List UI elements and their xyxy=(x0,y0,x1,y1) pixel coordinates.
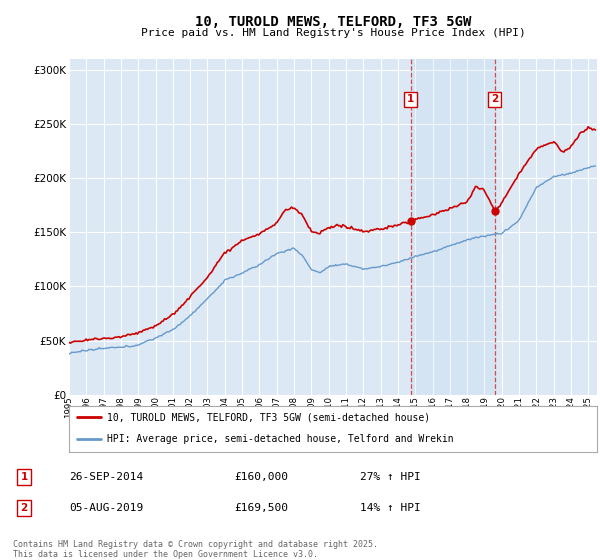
Text: 1: 1 xyxy=(20,472,28,482)
Text: 1: 1 xyxy=(407,94,414,104)
Text: 27% ↑ HPI: 27% ↑ HPI xyxy=(360,472,421,482)
Text: 26-SEP-2014: 26-SEP-2014 xyxy=(69,472,143,482)
Text: HPI: Average price, semi-detached house, Telford and Wrekin: HPI: Average price, semi-detached house,… xyxy=(107,434,454,444)
Bar xyxy=(410,59,494,395)
Text: 05-AUG-2019: 05-AUG-2019 xyxy=(69,503,143,513)
Text: 10, TUROLD MEWS, TELFORD, TF3 5GW (semi-detached house): 10, TUROLD MEWS, TELFORD, TF3 5GW (semi-… xyxy=(107,413,430,422)
Text: Contains HM Land Registry data © Crown copyright and database right 2025.
This d: Contains HM Land Registry data © Crown c… xyxy=(13,540,378,559)
Text: 14% ↑ HPI: 14% ↑ HPI xyxy=(360,503,421,513)
Text: 10, TUROLD MEWS, TELFORD, TF3 5GW: 10, TUROLD MEWS, TELFORD, TF3 5GW xyxy=(195,15,471,29)
Text: 2: 2 xyxy=(491,94,498,104)
Text: 2: 2 xyxy=(20,503,28,513)
Text: £160,000: £160,000 xyxy=(234,472,288,482)
Text: £169,500: £169,500 xyxy=(234,503,288,513)
Text: Price paid vs. HM Land Registry's House Price Index (HPI): Price paid vs. HM Land Registry's House … xyxy=(140,28,526,38)
